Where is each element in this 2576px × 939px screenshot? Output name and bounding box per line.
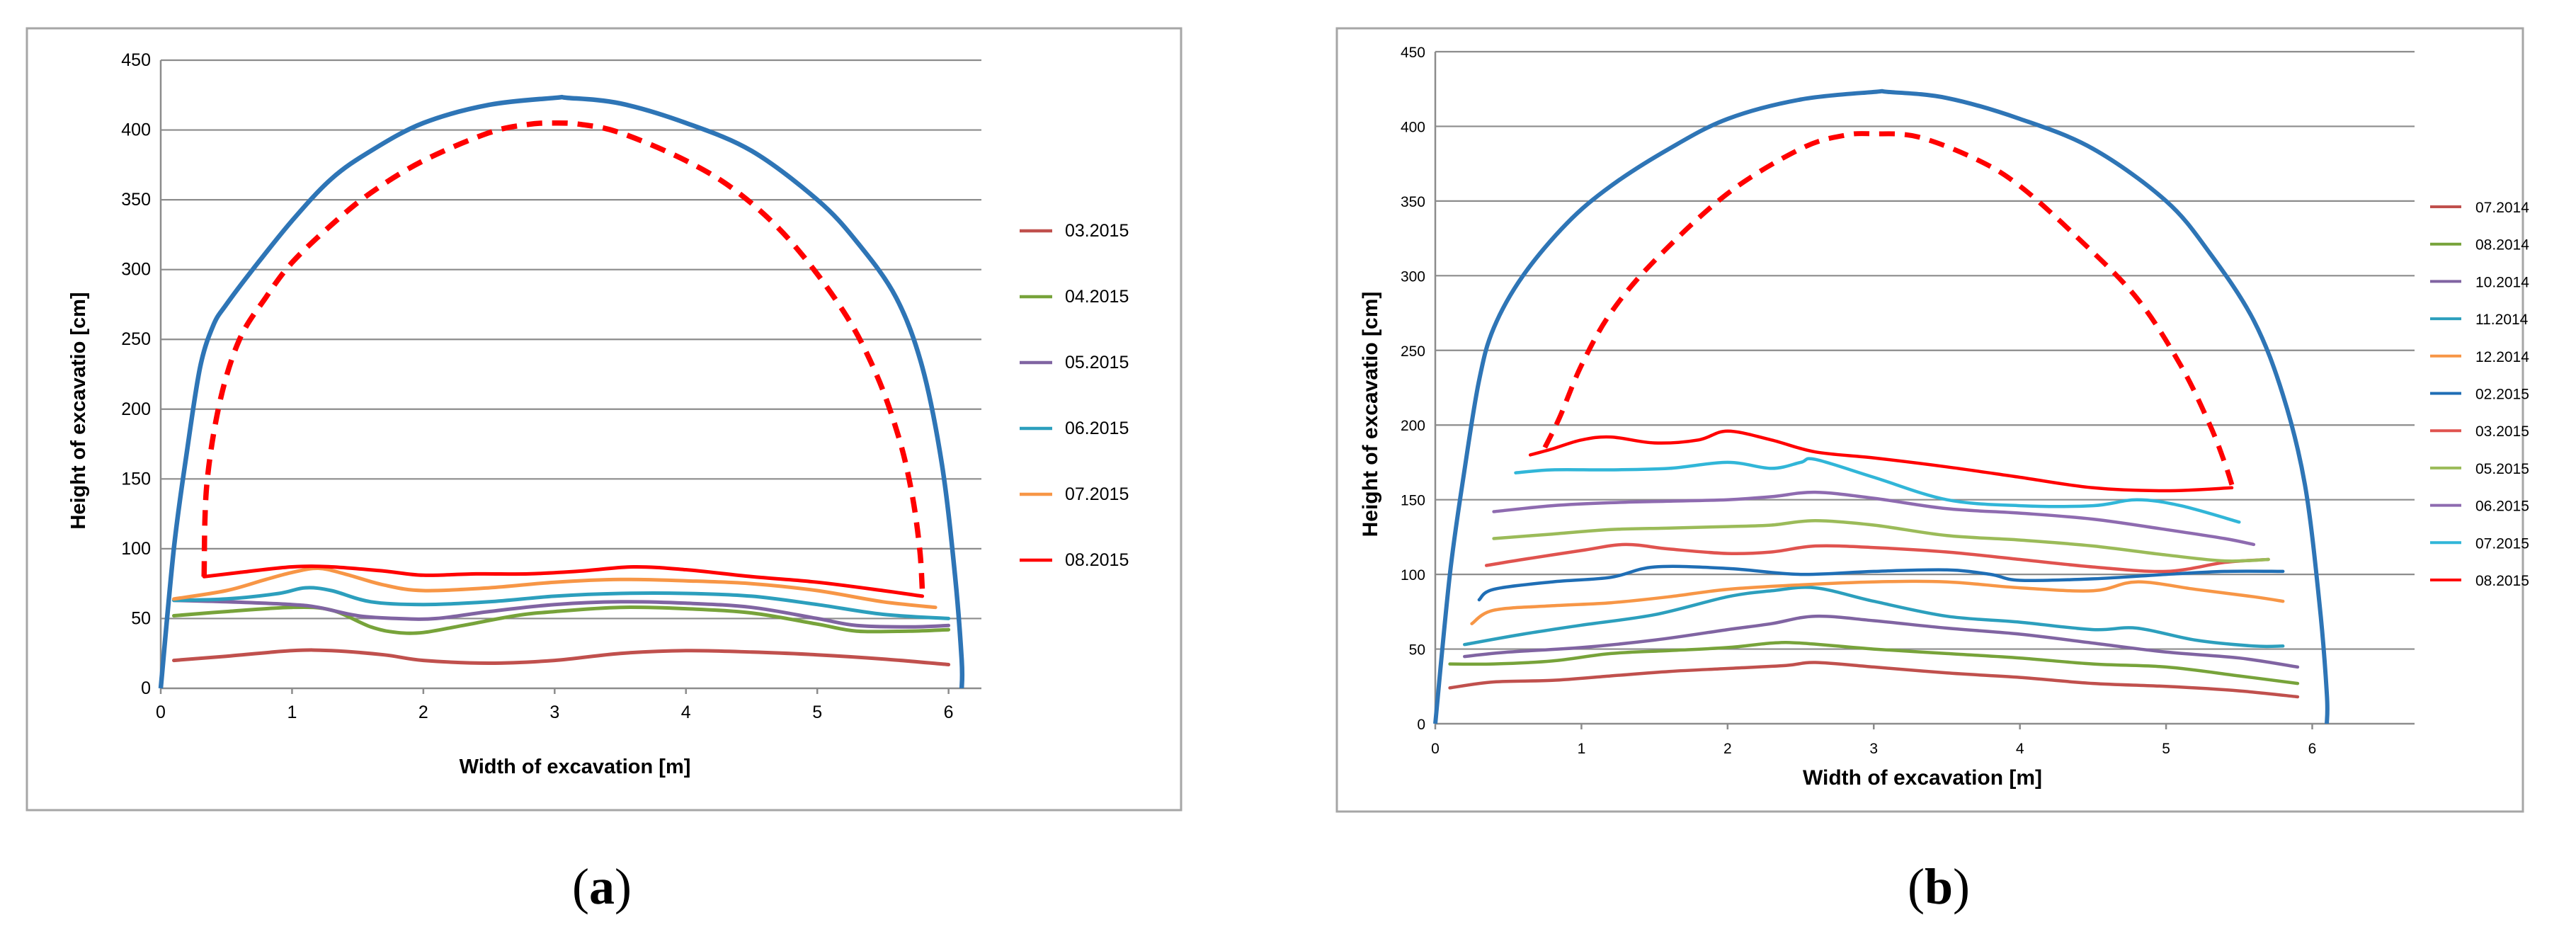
x-tick-label: 3 xyxy=(1869,741,1878,757)
y-tick-label: 150 xyxy=(121,469,151,489)
chart-panel-a: 0 50 100 150 200 250 300 350 400 450 0 1 2 3 4 5 6 03.2… xyxy=(25,27,1182,812)
series-line-08.2014 xyxy=(1448,640,2300,685)
legend-label-03.2015: 03.2015 xyxy=(2475,423,2529,440)
legend-label-08.2014: 08.2014 xyxy=(2475,237,2529,254)
panel-a-caption: (a) xyxy=(572,858,632,915)
panel-b-caption-letter: b xyxy=(1925,858,1953,915)
legend-label-07.2014: 07.2014 xyxy=(2475,200,2529,216)
panel-b-caption: (b) xyxy=(1908,858,1970,915)
y-tick-label: 50 xyxy=(1409,642,1425,659)
legend-label-06.2015: 06.2015 xyxy=(2475,499,2529,515)
panel-a-y-tick-labels: 0 50 100 150 200 250 300 350 400 450 xyxy=(121,50,151,698)
legend-label-05.2015: 05.2015 xyxy=(2475,461,2529,477)
panel-a-legend: 03.2015 04.2015 05.2015 06.2015 07.2015 08.20… xyxy=(1020,221,1129,570)
panel-b-y-axis-label: Height of excavatio [cm] xyxy=(1359,292,1382,537)
panel-a-caption-letter: a xyxy=(589,858,615,915)
y-tick-label: 200 xyxy=(121,399,151,419)
panel-b-gridlines xyxy=(1434,50,2415,725)
x-tick-label: 1 xyxy=(287,702,297,722)
legend-label-03.2015: 03.2015 xyxy=(1065,221,1129,241)
series-line-08.2015 xyxy=(1528,429,2234,493)
series-line-03.2015 xyxy=(172,648,951,666)
y-tick-label: 400 xyxy=(1401,119,1425,135)
panel-a-frame xyxy=(25,27,1182,812)
panel-a-x-axis-label: Width of excavation [m] xyxy=(460,756,691,778)
series-line-03.2015 xyxy=(1484,542,2270,574)
legend-label-06.2015: 06.2015 xyxy=(1065,419,1129,438)
y-tick-label: 250 xyxy=(1401,343,1425,360)
panel-b-x-tick-labels: 0 1 2 3 4 5 6 xyxy=(1431,724,2316,757)
x-tick-label: 3 xyxy=(549,702,559,722)
series-line-10.2014 xyxy=(1463,614,2300,669)
x-tick-label: 2 xyxy=(418,702,428,722)
panel-a-series xyxy=(158,94,965,689)
series-line-02.2015 xyxy=(1477,564,2285,602)
x-tick-label: 6 xyxy=(944,702,954,722)
planned-profile-dashed-line xyxy=(201,120,925,591)
x-tick-label: 2 xyxy=(1723,741,1732,757)
legend-label-02.2015: 02.2015 xyxy=(2475,387,2529,403)
legend-label-10.2014: 10.2014 xyxy=(2475,274,2529,290)
panel-b-legend: 07.2014 08.2014 10.2014 11.2014 12.2014 02.20… xyxy=(2430,200,2529,589)
y-tick-label: 200 xyxy=(1401,418,1425,434)
panel-b-y-tick-labels: 0 50 100 150 200 250 300 350 400 450 xyxy=(1401,45,1425,733)
series-line-05.2015 xyxy=(1492,518,2270,563)
legend-label-07.2015: 07.2015 xyxy=(1065,484,1129,504)
y-tick-label: 300 xyxy=(121,260,151,280)
panel-b-x-axis-label: Width of excavation [m] xyxy=(1803,766,2042,790)
y-tick-label: 450 xyxy=(121,50,151,70)
y-tick-label: 100 xyxy=(1401,567,1425,584)
chart-panel-b: 0 50 100 150 200 250 300 350 400 450 0 1 2 3 4 5 6 07.2… xyxy=(1335,27,2529,813)
legend-label-07.2015: 07.2015 xyxy=(2475,535,2529,552)
excavation-profile-line xyxy=(1433,89,2330,724)
panel-a-gridlines xyxy=(159,59,981,690)
series-line-07.2014 xyxy=(1448,661,2300,699)
y-tick-label: 350 xyxy=(121,190,151,210)
series-line-05.2015 xyxy=(172,598,951,629)
y-tick-label: 100 xyxy=(121,539,151,559)
y-tick-label: 0 xyxy=(141,678,151,698)
series-line-11.2014 xyxy=(1463,586,2285,649)
y-tick-label: 400 xyxy=(121,120,151,140)
y-tick-label: 250 xyxy=(121,329,151,349)
panel-a-y-axis-label: Height of excavatio [cm] xyxy=(67,292,90,529)
legend-label-11.2014: 11.2014 xyxy=(2475,312,2529,328)
series-line-06.2015 xyxy=(172,586,951,620)
excavation-profile-line xyxy=(158,94,965,689)
series-line-07.2015 xyxy=(172,566,937,610)
legend-label-12.2014: 12.2014 xyxy=(2475,349,2529,365)
x-tick-label: 4 xyxy=(681,702,691,722)
panel-b-frame xyxy=(1335,27,2524,813)
y-tick-label: 350 xyxy=(1401,194,1425,210)
y-tick-label: 150 xyxy=(1401,493,1425,509)
panel-a-x-tick-labels: 0 1 2 3 4 5 6 xyxy=(156,688,954,722)
x-tick-label: 0 xyxy=(1431,741,1440,757)
x-tick-label: 5 xyxy=(812,702,822,722)
panel-b-series xyxy=(1433,89,2330,724)
series-line-07.2015 xyxy=(1514,457,2241,524)
series-line-12.2014 xyxy=(1470,579,2285,625)
legend-label-04.2015: 04.2015 xyxy=(1065,287,1129,307)
legend-label-08.2015: 08.2015 xyxy=(1065,550,1129,570)
y-tick-label: 300 xyxy=(1401,268,1425,285)
legend-label-05.2015: 05.2015 xyxy=(1065,353,1129,372)
y-tick-label: 0 xyxy=(1417,717,1425,733)
x-tick-label: 1 xyxy=(1578,741,1586,757)
y-tick-label: 450 xyxy=(1401,45,1425,61)
legend-label-08.2015: 08.2015 xyxy=(2475,573,2529,589)
y-tick-label: 50 xyxy=(131,608,151,628)
x-tick-label: 6 xyxy=(2308,741,2317,757)
x-tick-label: 5 xyxy=(2162,741,2170,757)
series-line-06.2015 xyxy=(1492,490,2256,547)
series-line-08.2015 xyxy=(202,564,925,598)
planned-profile-dashed-line xyxy=(1542,131,2235,486)
x-tick-label: 0 xyxy=(156,702,166,722)
x-tick-label: 4 xyxy=(2016,741,2024,757)
